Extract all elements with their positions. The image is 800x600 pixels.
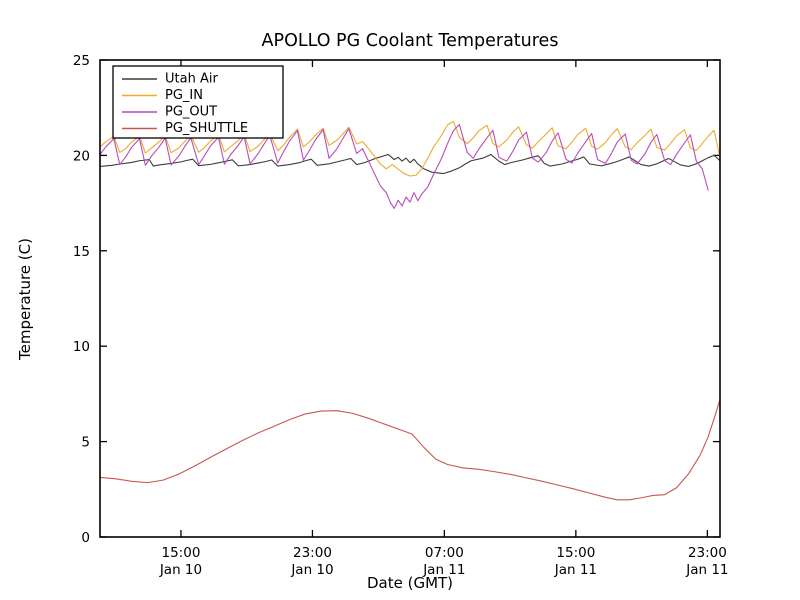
chart-title: APOLLO PG Coolant Temperatures: [262, 31, 559, 51]
legend-frame: [112, 65, 284, 139]
y-tick-label: 25: [73, 53, 90, 69]
legend-label-pg-shuttle: PG_SHUTTLE: [165, 121, 248, 136]
y-tick-label: 0: [81, 530, 90, 546]
x-tick-label-time: 15:00: [556, 545, 595, 561]
series-line-pg-in: [99, 120, 721, 177]
series-line-pg-out: [99, 123, 709, 209]
plot-area-background: [100, 60, 720, 537]
legend-label-pg-out: PG_OUT: [165, 105, 217, 120]
x-tick-label-date: Jan 11: [554, 562, 597, 578]
x-tick-label-date: Jan 10: [159, 562, 202, 578]
y-tick-label: 5: [81, 435, 90, 451]
x-tick-label-time: 15:00: [162, 545, 201, 561]
series-line-utah air: [99, 153, 721, 175]
data-series-group: [99, 120, 721, 501]
x-tick-label-time: 07:00: [425, 545, 464, 561]
x-tick-label-date: Jan 10: [290, 562, 333, 578]
y-tick-label: 20: [73, 148, 90, 164]
y-axis-label: Temperature (C): [16, 238, 34, 361]
x-tick-label-time: 23:00: [293, 545, 332, 561]
x-axis-label: Date (GMT): [367, 574, 453, 592]
x-tick-label-date: Jan 11: [422, 562, 465, 578]
plot-border: [99, 59, 721, 538]
x-tick-label-date: Jan 11: [685, 562, 728, 578]
series-line-pg-shuttle: [99, 399, 721, 501]
y-tick-label: 15: [73, 244, 90, 260]
x-tick-label-time: 23:00: [688, 545, 727, 561]
legend-label-utah air: Utah Air: [165, 72, 218, 87]
y-tick-label: 10: [73, 339, 90, 355]
legend-label-pg-in: PG_IN: [165, 88, 203, 103]
